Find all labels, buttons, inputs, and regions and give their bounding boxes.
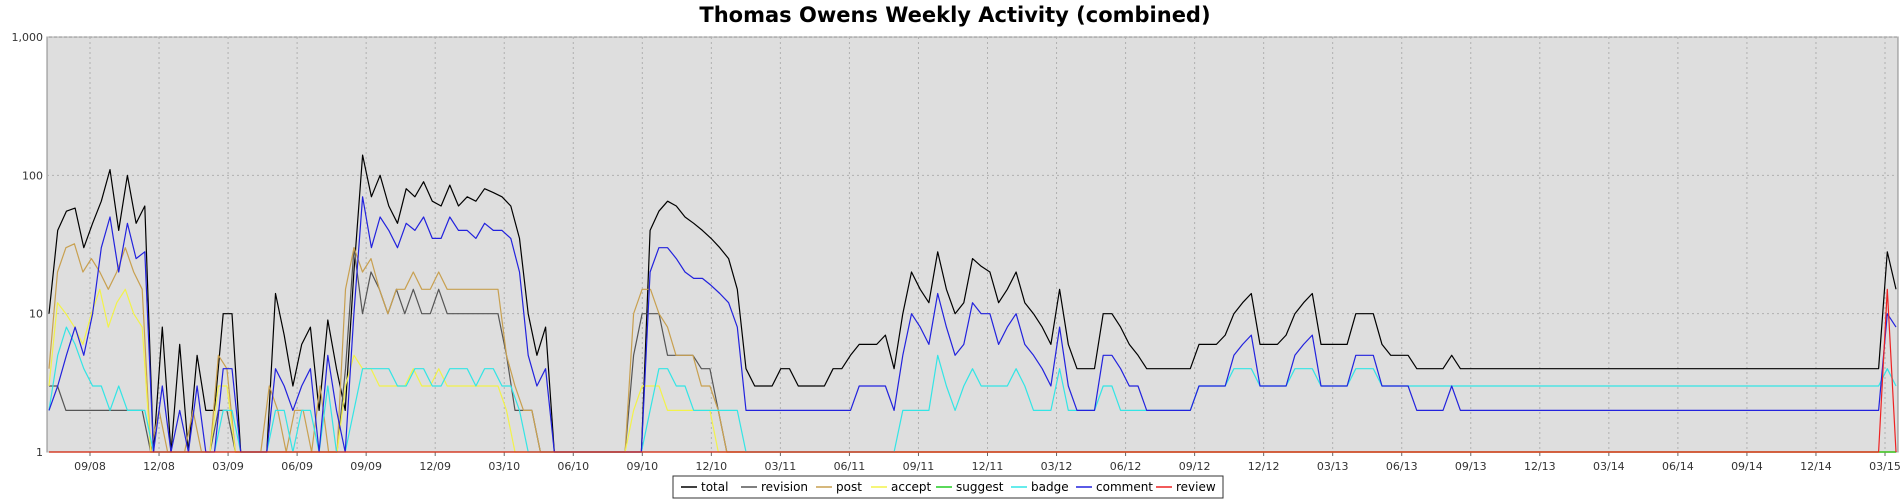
legend-label: badge [1031,480,1069,494]
legend-item-accept: accept [871,480,932,494]
x-tick-label: 03/15 [1869,460,1900,473]
y-tick-label: 1,000 [12,31,44,44]
legend-item-suggest: suggest [936,480,1004,494]
series-line-badge [48,326,1897,453]
y-tick-label: 1 [36,446,43,459]
legend-label: accept [891,480,932,494]
x-tick-label: 09/08 [74,460,106,473]
x-tick-label: 09/12 [1179,460,1211,473]
x-tick-label: 06/13 [1386,460,1418,473]
series-line-review [49,288,1897,453]
series-lines [48,154,1897,453]
x-tick-label: 06/14 [1662,460,1694,473]
series-line-total [48,154,1897,453]
legend-label: review [1176,480,1216,494]
x-tick-label: 03/11 [765,460,797,473]
legend-label: suggest [956,480,1004,494]
legend-item-review: review [1156,480,1216,494]
legend-item-total: total [681,480,728,494]
x-tick-label: 09/13 [1455,460,1487,473]
legend: total revision post accept suggest badge comme… [672,475,1224,499]
chart-title: Thomas Owens Weekly Activity (combined) [699,3,1210,27]
x-tick-label: 03/13 [1317,460,1349,473]
legend-label: comment [1096,480,1153,494]
series-line-comment [48,196,1897,453]
legend-item-badge: badge [1011,480,1069,494]
x-tick-label: 12/11 [972,460,1004,473]
x-tick-label: 09/11 [903,460,935,473]
x-tick-label: 06/11 [834,460,866,473]
x-tick-label: 06/12 [1110,460,1142,473]
x-tick-label: 09/10 [626,460,658,473]
x-tick-label: 06/09 [281,460,313,473]
x-tick-label: 03/10 [488,460,520,473]
x-tick-label: 12/12 [1248,460,1280,473]
x-tick-label: 03/09 [212,460,244,473]
y-tick-label: 10 [29,308,43,321]
x-tick-label: 12/09 [419,460,451,473]
x-tick-label: 09/14 [1731,460,1763,473]
x-tick-label: 12/10 [695,460,727,473]
x-tick-label: 12/13 [1524,460,1556,473]
x-tick-label: 03/12 [1041,460,1073,473]
y-tick-label: 100 [22,169,43,182]
legend-label: total [701,480,728,494]
legend-item-comment: comment [1076,480,1153,494]
x-tick-label: 06/10 [557,460,589,473]
x-tick-label: 12/08 [143,460,175,473]
legend-label: post [836,480,862,494]
x-tick-label: 12/14 [1800,460,1832,473]
legend-item-revision: revision [741,480,808,494]
x-tick-label: 09/09 [350,460,382,473]
legend-item-post: post [816,480,862,494]
legend-label: revision [761,480,808,494]
x-tick-label: 03/14 [1593,460,1625,473]
